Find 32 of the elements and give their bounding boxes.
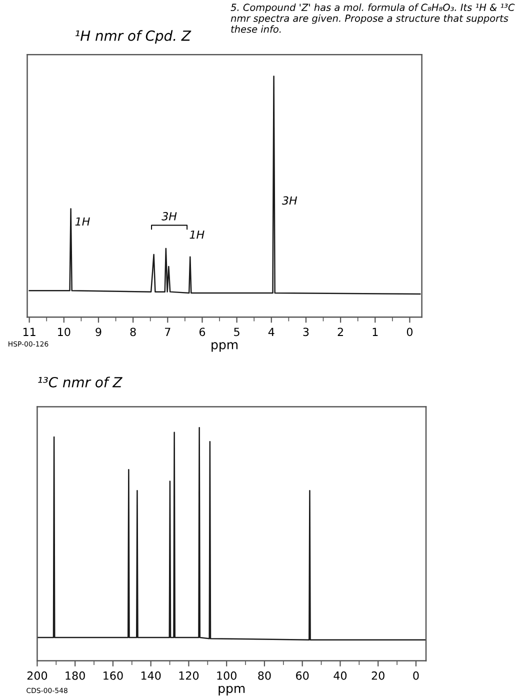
x-tick-label: 120 bbox=[179, 671, 199, 680]
x-tick-label: 11 bbox=[23, 328, 36, 336]
annotation: 1H bbox=[75, 217, 90, 226]
x-tick-label: 20 bbox=[372, 671, 384, 680]
annotation: 3H bbox=[162, 212, 177, 220]
x-tick-label: 2 bbox=[338, 328, 343, 336]
x-tick-label: 8 bbox=[130, 328, 136, 336]
chart-title: ¹H nmr of Cpd. Z bbox=[76, 30, 192, 44]
x-tick-label: 3 bbox=[303, 328, 309, 336]
x-axis-title: ppm bbox=[212, 342, 238, 352]
annotation: 3H bbox=[282, 196, 298, 205]
x-tick-label: 1 bbox=[372, 328, 378, 336]
x-tick-label: 160 bbox=[104, 671, 123, 680]
x-tick-label: 0 bbox=[406, 328, 413, 336]
x-tick-label: 140 bbox=[141, 671, 161, 680]
x-tick-label: 7 bbox=[165, 328, 170, 336]
x-tick-label: 80 bbox=[258, 671, 271, 680]
text: 5. Compound 'Z' has a mol. formula of C₈H₈O₃. Its ¹H & ¹³C nmr spectra are given. Propose a structure that supports these info. bbox=[230, 4, 515, 33]
x-tick-label: 60 bbox=[296, 671, 309, 680]
x-tick-label: 10 bbox=[58, 328, 70, 336]
x-tick-label: 9 bbox=[96, 328, 102, 336]
chart-title: ¹³C nmr of Z bbox=[38, 376, 122, 388]
x-tick-label: 200 bbox=[27, 671, 48, 680]
x-tick-label: 0 bbox=[413, 671, 419, 680]
annotation: 1H bbox=[190, 230, 204, 239]
x-tick-label: 180 bbox=[66, 671, 85, 680]
x-axis-title: ppm bbox=[218, 686, 245, 696]
x-tick-label: 6 bbox=[199, 328, 206, 336]
x-tick-label: 5 bbox=[234, 328, 240, 336]
x-tick-label: 100 bbox=[217, 671, 236, 680]
x-tick-label: 40 bbox=[334, 671, 347, 680]
x-tick-label: 4 bbox=[268, 328, 274, 336]
